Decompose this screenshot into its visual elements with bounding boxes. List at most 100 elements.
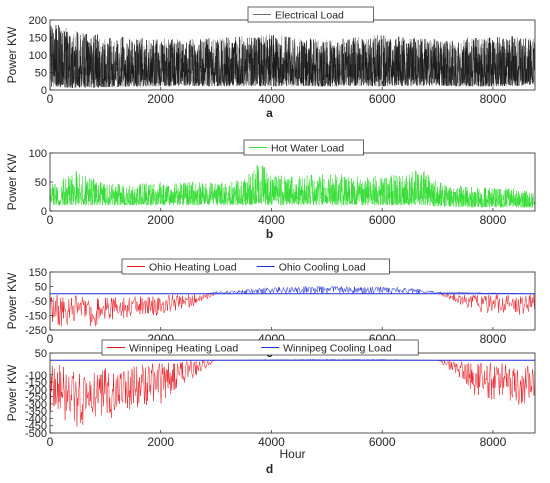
panel-d-y-axis-label: Power KW: [5, 364, 19, 421]
panel-c-y-tick-label: -250: [25, 325, 47, 337]
panel-b-label: b: [266, 227, 273, 241]
panel-a-y-tick-label: 200: [29, 15, 47, 27]
panel-a-x-tick-label: 6000: [369, 92, 396, 106]
panel-a-label: a: [266, 106, 273, 120]
panel-c-x-tick: 8000: [480, 327, 507, 346]
panel-a-legend-item: Electrical Load: [253, 10, 344, 22]
panel-d-x-tick-label: 2000: [147, 435, 174, 449]
panel-b-series-1-line: [49, 164, 536, 208]
panel-a-x-tick: 2000: [147, 87, 174, 106]
panel-b-legend-box: [243, 139, 364, 156]
panel-b-x-tick: 0: [47, 208, 54, 227]
panel-d-y-tick: -200: [25, 384, 53, 396]
panel-c-x-tick-label: 0: [47, 332, 54, 346]
panel-a-x-tick-label: 2000: [147, 92, 174, 106]
panel-c-legend-box: [121, 258, 390, 275]
panel-c-x-tick: 0: [47, 327, 54, 346]
panel-d-y-tick: -350: [25, 406, 53, 418]
panel-b-legend-item: Hot Water Load: [249, 143, 344, 155]
panel-d-y-tick: -450: [25, 421, 53, 433]
panel-d-y-tick-label: -200: [25, 384, 47, 396]
panel-b: 0 2000 4000 6000 8000 0 50 100 Power KW b Hot …: [5, 139, 536, 241]
panel-d: 0 2000 4000 6000 8000 -500-450-400-350-300-2…: [5, 339, 536, 476]
panel-d-legend-item: Winnipeg Heating Load: [107, 343, 238, 355]
panel-b-x-tick-label: 4000: [258, 213, 285, 227]
panel-d-y-tick-label: 50: [35, 348, 47, 360]
panel-d-legend-item: Winnipeg Cooling Load: [261, 343, 392, 355]
panel-a-x-tick: 8000: [480, 87, 507, 106]
panel-b-x-tick-label: 6000: [369, 213, 396, 227]
panel-b-y-tick-label: 50: [35, 177, 47, 189]
panel-c-y-tick: -50: [31, 296, 53, 308]
panel-d-x-tick: 6000: [369, 430, 396, 449]
panel-b-plot: [49, 164, 536, 208]
panel-b-y-tick: 100: [29, 148, 53, 160]
panel-a-y-ticks: 0 50 100 150 200: [29, 15, 53, 97]
panel-a-y-tick-label: 100: [29, 50, 47, 62]
panel-a-x-tick-label: 0: [47, 92, 54, 106]
panel-b-y-axis-label: Power KW: [5, 153, 19, 210]
panel-a-y-tick: 0: [41, 85, 53, 97]
panel-d-y-tick: -250: [25, 392, 53, 404]
panel-b-legend: Hot Water Load: [243, 139, 364, 156]
panel-c-y-tick-label: -50: [31, 296, 47, 308]
panel-d-x-tick: 8000: [480, 430, 507, 449]
panel-c-y-tick-label: 150: [29, 267, 47, 279]
panel-d-y-tick-label: -250: [25, 392, 47, 404]
panel-b-y-tick-label: 100: [29, 148, 47, 160]
panel-b-y-tick: 0: [41, 206, 53, 218]
panel-d-y-tick: -300: [25, 399, 53, 411]
panel-b-y-ticks: 0 50 100: [29, 148, 53, 218]
panel-d-x-axis-label: Hour: [279, 447, 305, 461]
panel-d-x-tick-label: 4000: [258, 435, 285, 449]
panel-d-y-tick: -100: [25, 370, 53, 382]
panel-d-y-tick: 50: [35, 348, 53, 360]
panel-b-y-tick-label: 0: [41, 206, 47, 218]
panel-a-x-tick-label: 8000: [480, 92, 507, 106]
panel-d-y-tick-label: -500: [25, 428, 47, 440]
panel-a-plot: [49, 24, 536, 89]
panel-c-legend-label: Ohio Cooling Load: [279, 262, 366, 274]
panel-b-x-tick-label: 2000: [147, 213, 174, 227]
panel-d-y-tick: -500: [25, 428, 53, 440]
panel-d-y-tick-label: -300: [25, 399, 47, 411]
panel-d-y-tick-label: -100: [25, 370, 47, 382]
panel-d-y-tick: -150: [25, 377, 53, 389]
panel-c-series-2-line: [50, 285, 536, 295]
panel-c-x-tick-label: 8000: [480, 332, 507, 346]
panel-d-y-tick-label: -400: [25, 413, 47, 425]
panel-d-legend-label: Winnipeg Cooling Load: [283, 343, 392, 355]
panel-d-x-ticks: 0 2000 4000 6000 8000: [47, 430, 507, 449]
panel-b-legend-label: Hot Water Load: [271, 143, 344, 155]
panel-d-series-1-line: [49, 359, 536, 427]
panel-a-x-tick: 0: [47, 87, 54, 106]
panel-d-legend-label: Winnipeg Heating Load: [129, 343, 238, 355]
panel-b-x-tick: 2000: [147, 208, 174, 227]
panel-c-y-tick: -250: [25, 325, 53, 337]
panel-d-x-tick-label: 0: [47, 435, 54, 449]
panel-d-label: d: [266, 462, 273, 476]
panel-a-y-tick: 200: [29, 15, 53, 27]
panel-c-legend: Ohio Heating Load Ohio Cooling Load: [121, 258, 390, 275]
panel-d-x-tick-label: 8000: [480, 435, 507, 449]
panel-a-y-tick: 150: [29, 33, 53, 45]
panel-c-y-tick: 50: [35, 282, 53, 294]
panel-a-series-1-line: [49, 24, 536, 89]
panel-d-x-tick: 4000: [258, 430, 285, 449]
panel-c-legend-item: Ohio Heating Load: [127, 262, 237, 274]
panel-d-y-tick-label: -350: [25, 406, 47, 418]
panel-a-y-tick-label: 50: [35, 68, 47, 80]
panel-b-x-tick: 6000: [369, 208, 396, 227]
panel-d-x-tick-label: 6000: [369, 435, 396, 449]
panel-d-legend: Winnipeg Heating Load Winnipeg Cooling Lo…: [101, 339, 419, 356]
panel-a-legend: Electrical Load: [247, 6, 374, 23]
panel-c-y-ticks: -250 -150 -50 50 150: [25, 267, 53, 337]
panel-c-y-tick: 150: [29, 267, 53, 279]
panel-b-y-tick: 50: [35, 177, 53, 189]
panel-a-y-axis-label: Power KW: [5, 26, 19, 83]
panel-b-x-tick: 4000: [258, 208, 285, 227]
panel-a-x-tick: 6000: [369, 87, 396, 106]
panel-c-y-tick: -150: [25, 311, 53, 323]
